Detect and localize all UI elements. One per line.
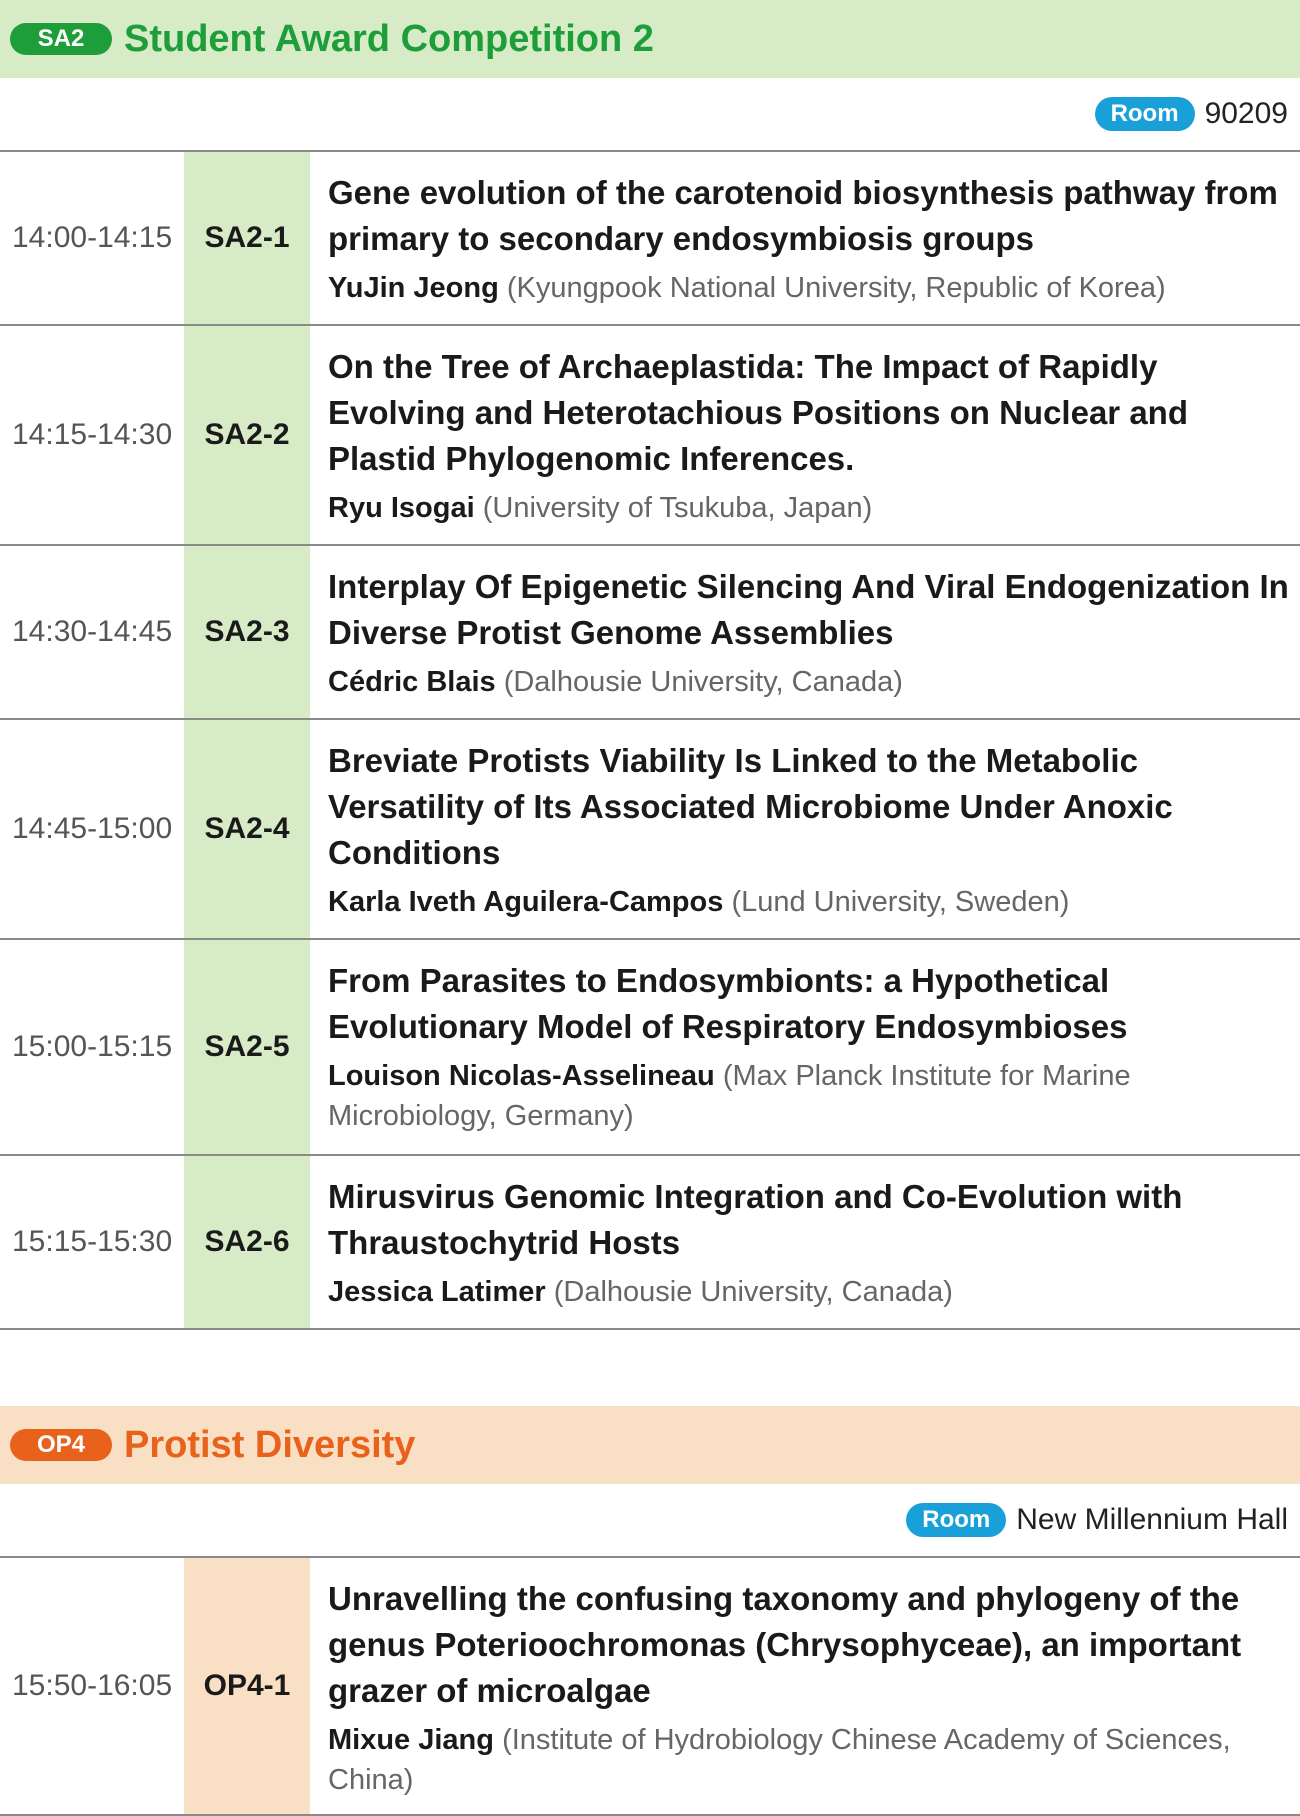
talk-affiliation: (Dalhousie University, Canada) — [503, 666, 903, 698]
talk-content: Breviate Protists Viability Is Linked to… — [310, 720, 1300, 938]
talk-author-line: Ryu Isogai (University of Tsukuba, Japan… — [328, 488, 1300, 528]
talk-row: 15:50-16:05 OP4-1 Unravelling the confus… — [0, 1558, 1300, 1816]
room-name: New Millennium Hall — [1016, 1503, 1288, 1536]
talk-code: SA2-3 — [184, 546, 310, 718]
talk-author: YuJin Jeong — [328, 272, 499, 304]
talk-author-line: Karla Iveth Aguilera-Campos (Lund Univer… — [328, 882, 1300, 922]
talk-author-line: YuJin Jeong (Kyungpook National Universi… — [328, 268, 1300, 308]
session-badge: OP4 — [10, 1429, 112, 1461]
talk-row: 14:15-14:30 SA2-2 On the Tree of Archaep… — [0, 326, 1300, 546]
talk-title: Unravelling the confusing taxonomy and p… — [328, 1580, 1242, 1709]
talk-affiliation: (University of Tsukuba, Japan) — [482, 492, 873, 524]
talk-affiliation: (Lund University, Sweden) — [731, 886, 1070, 918]
talk-time: 15:50-16:05 — [12, 1669, 173, 1702]
talk-time: 14:00-14:15 — [12, 221, 173, 254]
talk-row: 15:00-15:15 SA2-5 From Parasites to Endo… — [0, 940, 1300, 1156]
talk-row: 15:15-15:30 SA2-6 Mirusvirus Genomic Int… — [0, 1156, 1300, 1330]
talk-author: Mixue Jiang — [328, 1724, 494, 1756]
room-row: Room New Millennium Hall — [0, 1484, 1300, 1558]
room-badge: Room — [906, 1503, 1007, 1537]
talk-author-line: Cédric Blais (Dalhousie University, Cana… — [328, 662, 1300, 702]
talk-author: Karla Iveth Aguilera-Campos — [328, 886, 724, 918]
talk-title: Gene evolution of the carotenoid biosynt… — [328, 174, 1278, 257]
talk-author: Louison Nicolas-Asselineau — [328, 1060, 715, 1092]
talk-affiliation: (Dalhousie University, Canada) — [553, 1276, 953, 1308]
talk-time: 14:45-15:00 — [12, 812, 173, 845]
session-header: SA2 Student Award Competition 2 — [0, 0, 1300, 78]
talk-content: Interplay Of Epigenetic Silencing And Vi… — [310, 546, 1300, 718]
talk-code: SA2-6 — [184, 1156, 310, 1328]
talk-code: OP4-1 — [184, 1558, 310, 1814]
talk-author-line: Mixue Jiang (Institute of Hydrobiology C… — [328, 1720, 1300, 1800]
talk-title: Mirusvirus Genomic Integration and Co-Ev… — [328, 1178, 1183, 1261]
talk-title: Interplay Of Epigenetic Silencing And Vi… — [328, 568, 1289, 651]
session-op4: OP4 Protist Diversity Room New Millenniu… — [0, 1406, 1300, 1816]
room-row: Room 90209 — [0, 78, 1300, 152]
talk-author-line: Louison Nicolas-Asselineau (Max Planck I… — [328, 1056, 1300, 1136]
talk-title: Breviate Protists Viability Is Linked to… — [328, 742, 1173, 871]
room-badge: Room — [1094, 97, 1195, 131]
talk-time: 15:15-15:30 — [12, 1225, 173, 1258]
talk-affiliation: (Max Planck Institute for Marine Microbi… — [328, 1060, 1131, 1132]
talk-row: 14:45-15:00 SA2-4 Breviate Protists Viab… — [0, 720, 1300, 940]
talk-code: SA2-2 — [184, 326, 310, 544]
talk-author: Ryu Isogai — [328, 492, 475, 524]
talk-title: From Parasites to Endosymbionts: a Hypot… — [328, 962, 1128, 1045]
talk-author: Cédric Blais — [328, 666, 496, 698]
talk-affiliation: (Institute of Hydrobiology Chinese Acade… — [328, 1724, 1231, 1796]
talk-content: Gene evolution of the carotenoid biosynt… — [310, 152, 1300, 324]
talk-author-line: Jessica Latimer (Dalhousie University, C… — [328, 1272, 1300, 1312]
talk-code: SA2-5 — [184, 940, 310, 1154]
talk-affiliation: (Kyungpook National University, Republic… — [506, 272, 1166, 304]
talk-content: Mirusvirus Genomic Integration and Co-Ev… — [310, 1156, 1300, 1328]
talk-code: SA2-1 — [184, 152, 310, 324]
talk-row: 14:30-14:45 SA2-3 Interplay Of Epigeneti… — [0, 546, 1300, 720]
talk-time: 14:30-14:45 — [12, 615, 173, 648]
talk-content: From Parasites to Endosymbionts: a Hypot… — [310, 940, 1300, 1154]
talk-author: Jessica Latimer — [328, 1276, 546, 1308]
session-spacer — [0, 1330, 1300, 1406]
session-title: Student Award Competition 2 — [124, 17, 654, 60]
session-title: Protist Diversity — [124, 1423, 416, 1466]
session-sa2: SA2 Student Award Competition 2 Room 902… — [0, 0, 1300, 1330]
room-name: 90209 — [1204, 97, 1288, 130]
talk-code: SA2-4 — [184, 720, 310, 938]
talk-row: 14:00-14:15 SA2-1 Gene evolution of the … — [0, 152, 1300, 326]
talk-time: 14:15-14:30 — [12, 418, 173, 451]
talk-title: On the Tree of Archaeplastida: The Impac… — [328, 348, 1188, 477]
session-header: OP4 Protist Diversity — [0, 1406, 1300, 1484]
talk-content: On the Tree of Archaeplastida: The Impac… — [310, 326, 1300, 544]
session-badge: SA2 — [10, 23, 112, 55]
talk-content: Unravelling the confusing taxonomy and p… — [310, 1558, 1300, 1814]
talk-time: 15:00-15:15 — [12, 1030, 173, 1063]
